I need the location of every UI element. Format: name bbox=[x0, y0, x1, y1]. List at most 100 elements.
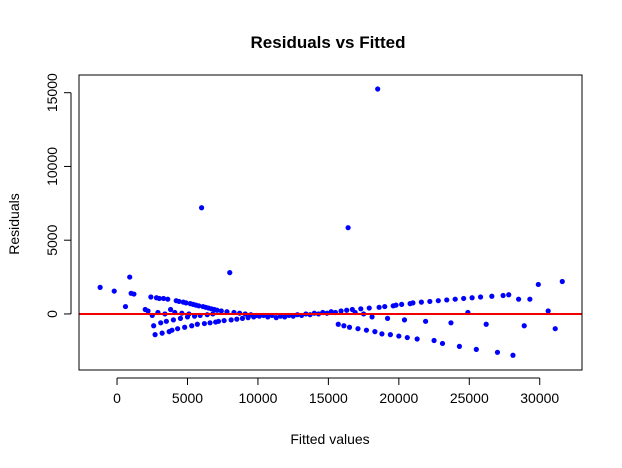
data-point bbox=[500, 292, 506, 299]
data-point bbox=[214, 307, 220, 313]
y-tick-label: 10000 bbox=[44, 147, 60, 186]
x-tick-label: 20000 bbox=[379, 390, 418, 406]
data-point bbox=[423, 318, 429, 324]
data-point bbox=[273, 315, 279, 321]
data-point bbox=[527, 296, 533, 302]
data-point bbox=[414, 336, 420, 342]
data-point bbox=[182, 324, 188, 330]
data-point bbox=[410, 300, 416, 306]
data-point bbox=[545, 308, 551, 314]
data-point bbox=[160, 295, 167, 302]
y-axis: 0 5000 10000 15000 bbox=[44, 73, 72, 318]
y-axis-label: Residuals bbox=[6, 193, 22, 254]
data-point bbox=[344, 307, 350, 313]
data-point bbox=[444, 297, 450, 303]
data-point bbox=[194, 321, 200, 327]
data-point bbox=[521, 323, 527, 329]
data-point bbox=[282, 314, 288, 320]
x-axis-label: Fitted values bbox=[290, 431, 369, 447]
data-point bbox=[448, 320, 454, 326]
data-point bbox=[456, 343, 463, 349]
data-point bbox=[176, 298, 182, 305]
data-point bbox=[127, 274, 133, 280]
data-point bbox=[227, 270, 233, 276]
data-point bbox=[358, 306, 364, 312]
data-point bbox=[375, 86, 381, 92]
x-tick-label: 30000 bbox=[520, 390, 559, 406]
data-point bbox=[369, 314, 375, 320]
data-point bbox=[228, 317, 234, 323]
plot-frame bbox=[78, 74, 583, 371]
data-point bbox=[338, 308, 344, 314]
data-point bbox=[431, 337, 437, 344]
y-tick-label: 15000 bbox=[44, 73, 60, 112]
data-point bbox=[158, 320, 164, 326]
x-tick-label: 25000 bbox=[450, 390, 489, 406]
data-point bbox=[156, 295, 162, 302]
data-point bbox=[177, 315, 184, 321]
data-point bbox=[379, 331, 385, 337]
data-point bbox=[218, 308, 224, 314]
y-tick-label: 5000 bbox=[44, 224, 60, 255]
x-tick-label: 15000 bbox=[309, 390, 348, 406]
data-point bbox=[376, 304, 382, 310]
data-point bbox=[489, 293, 495, 299]
data-point bbox=[469, 295, 475, 301]
data-point bbox=[452, 296, 458, 302]
data-point bbox=[552, 326, 558, 332]
data-point bbox=[483, 321, 489, 327]
data-point bbox=[494, 349, 501, 355]
data-point bbox=[346, 324, 353, 330]
data-point bbox=[427, 298, 433, 305]
data-point bbox=[473, 346, 479, 352]
data-point bbox=[387, 332, 393, 338]
data-point bbox=[169, 327, 175, 333]
data-point bbox=[131, 291, 137, 297]
data-point bbox=[159, 330, 165, 336]
data-point bbox=[401, 317, 408, 323]
y-tick-label: 0 bbox=[44, 310, 60, 318]
data-point bbox=[221, 317, 227, 324]
data-point bbox=[215, 318, 222, 324]
data-point bbox=[175, 326, 181, 332]
data-point bbox=[111, 288, 117, 294]
data-point bbox=[201, 320, 207, 327]
data-point bbox=[363, 327, 370, 333]
data-point bbox=[148, 294, 154, 300]
data-point bbox=[163, 318, 169, 324]
data-point bbox=[345, 225, 351, 231]
x-tick-label: 5000 bbox=[172, 390, 203, 406]
data-point bbox=[393, 302, 399, 308]
data-point bbox=[152, 332, 158, 338]
data-point bbox=[183, 300, 189, 306]
data-point bbox=[366, 305, 372, 311]
data-point bbox=[477, 294, 484, 300]
data-point bbox=[239, 315, 246, 321]
data-point bbox=[510, 352, 516, 358]
data-point bbox=[234, 316, 240, 322]
data-point bbox=[399, 301, 405, 307]
data-point bbox=[396, 333, 402, 339]
data-point bbox=[265, 314, 271, 320]
data-point bbox=[189, 323, 195, 329]
data-point bbox=[207, 320, 213, 326]
data-point bbox=[198, 205, 205, 211]
data-point bbox=[382, 303, 388, 310]
data-point bbox=[196, 303, 202, 309]
data-point bbox=[418, 299, 424, 305]
data-point bbox=[341, 323, 347, 329]
data-point bbox=[404, 334, 410, 341]
data-point bbox=[384, 315, 391, 321]
data-point bbox=[435, 298, 441, 304]
data-point bbox=[170, 317, 177, 323]
data-point bbox=[372, 329, 378, 335]
chart-title: Residuals vs Fitted bbox=[251, 33, 406, 52]
data-point bbox=[122, 303, 129, 310]
data-point bbox=[559, 278, 565, 285]
data-point bbox=[439, 340, 446, 347]
data-point bbox=[506, 292, 512, 298]
data-point bbox=[515, 296, 522, 302]
data-point bbox=[145, 308, 151, 314]
